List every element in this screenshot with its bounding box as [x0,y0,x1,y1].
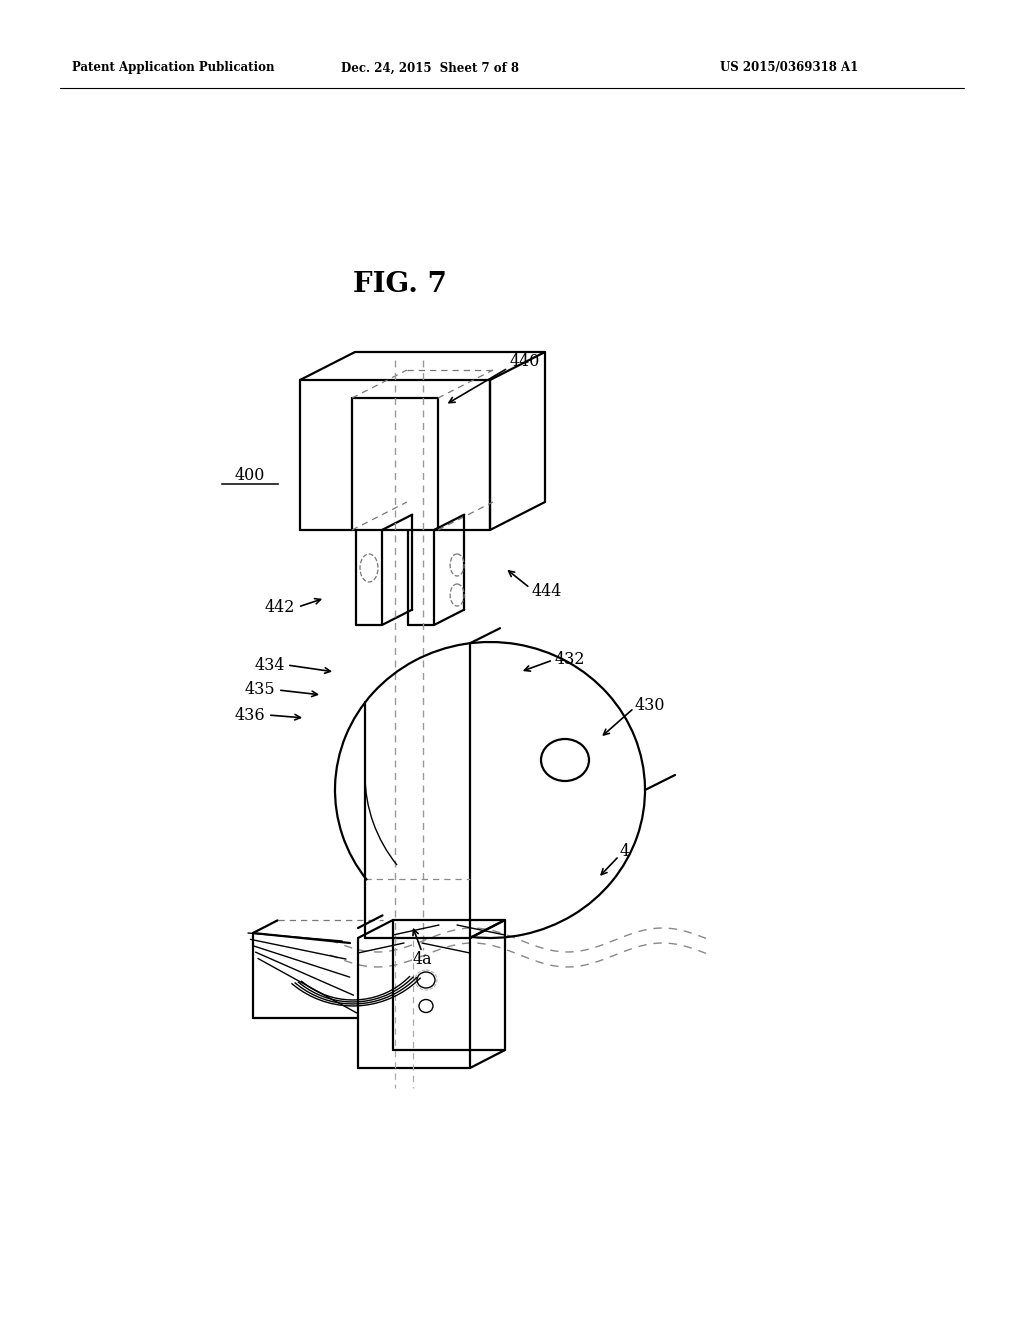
Text: 435: 435 [245,681,275,698]
Text: 4: 4 [620,843,630,861]
Text: 432: 432 [555,652,586,668]
Text: 442: 442 [264,598,295,615]
Text: 400: 400 [234,466,265,483]
Text: FIG. 7: FIG. 7 [353,272,446,298]
Text: 436: 436 [234,706,265,723]
Text: 444: 444 [532,583,562,601]
Text: 434: 434 [255,656,285,673]
Text: 430: 430 [635,697,666,714]
Text: 4a: 4a [413,952,432,969]
Text: US 2015/0369318 A1: US 2015/0369318 A1 [720,62,858,74]
Text: Patent Application Publication: Patent Application Publication [72,62,274,74]
Text: 440: 440 [510,354,541,371]
Text: Dec. 24, 2015  Sheet 7 of 8: Dec. 24, 2015 Sheet 7 of 8 [341,62,519,74]
